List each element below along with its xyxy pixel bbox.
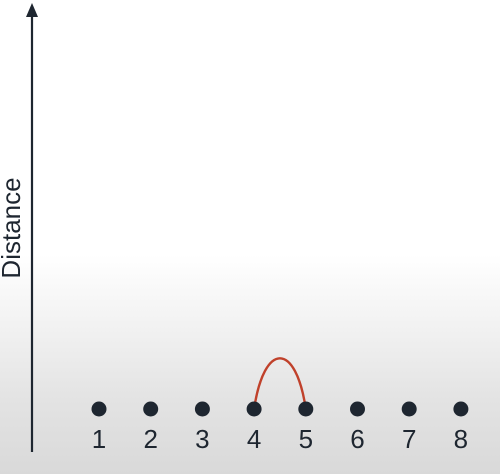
point-4 [246,401,262,417]
point-label-3: 3 [195,424,209,454]
point-label-1: 1 [92,424,106,454]
y-axis: Distance [0,3,38,452]
point-3 [194,401,210,417]
point-2 [143,401,159,417]
link-4-5 [252,357,307,410]
point-8 [453,401,469,417]
point-5 [298,401,314,417]
point-label-2: 2 [143,424,157,454]
point-label-5: 5 [299,424,313,454]
links-layer [252,357,307,410]
y-axis-label: Distance [0,177,26,278]
y-axis-arrowhead [26,3,38,17]
point-label-4: 4 [247,424,261,454]
point-label-7: 7 [402,424,416,454]
point-7 [401,401,417,417]
point-label-8: 8 [454,424,468,454]
point-label-6: 6 [350,424,364,454]
point-6 [350,401,365,417]
points-layer: 1 2 3 4 5 6 7 8 [91,401,469,454]
point-1 [91,401,107,417]
